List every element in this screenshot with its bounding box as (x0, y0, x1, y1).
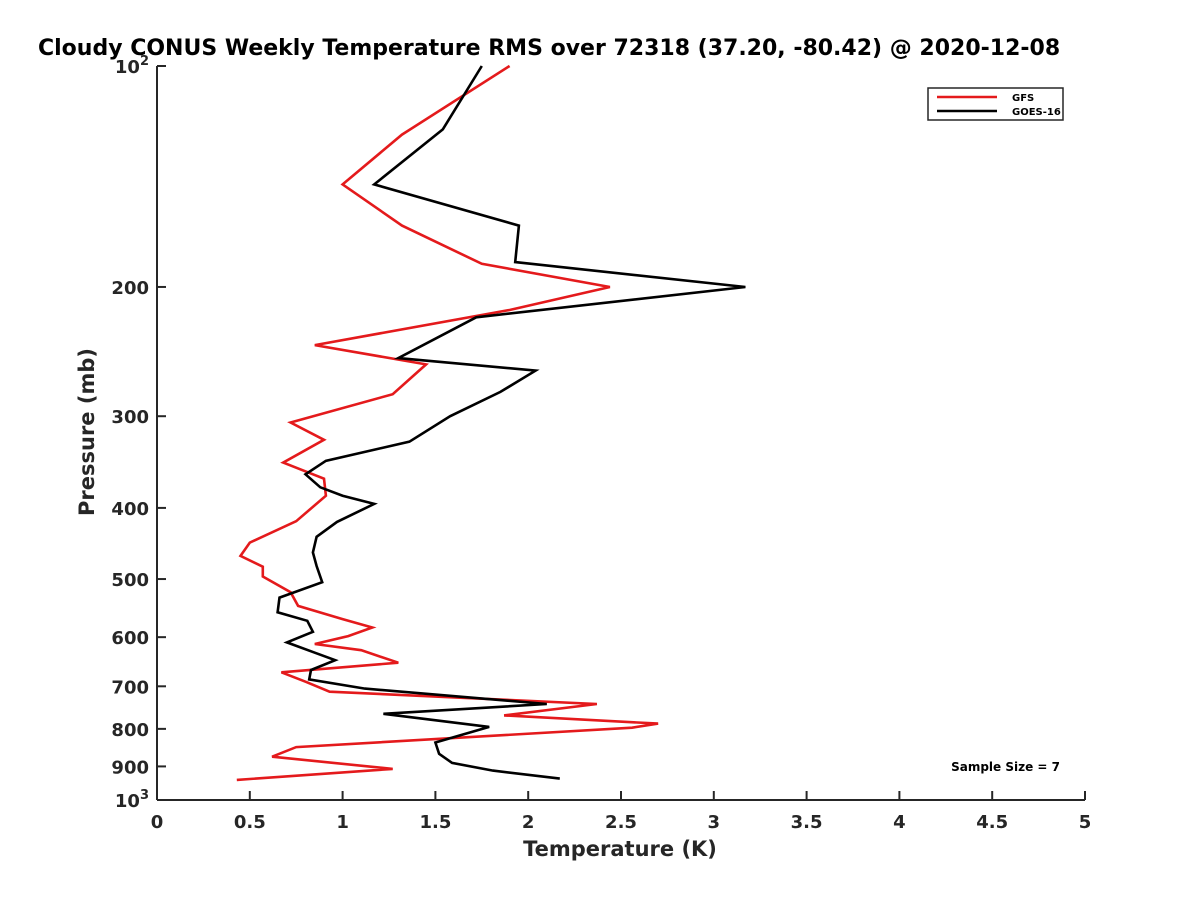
y-axis-title: Pressure (mb) (75, 348, 99, 516)
legend-label: GFS (1012, 93, 1034, 104)
series-layer (236, 64, 746, 782)
y-tick-label: 600 (111, 628, 149, 649)
y-tick-label: 300 (111, 407, 149, 428)
x-tick-label: 4.5 (976, 812, 1008, 833)
sample-size-annotation: Sample Size = 7 (951, 760, 1060, 774)
series-line-goes-16 (276, 65, 746, 780)
x-tick-label: 0.5 (234, 812, 266, 833)
chart-title: Cloudy CONUS Weekly Temperature RMS over… (38, 36, 1060, 61)
x-tick-label: 3 (708, 812, 721, 833)
x-tick-label: 4 (893, 812, 906, 833)
x-tick-label: 5 (1079, 812, 1092, 833)
y-tick-label: 900 (111, 757, 149, 778)
x-axis-title: Temperature (K) (523, 837, 717, 861)
axes: 0 0.5 1 1.5 2 2.5 3 3.5 4 4.5 5 102 200 300 400 500 600 7… (111, 54, 1091, 833)
y-tick-label: 400 (111, 499, 149, 520)
x-tick-label: 1 (336, 812, 349, 833)
y-tick-label: 102 (115, 54, 149, 78)
x-tick-label: 0 (151, 812, 164, 833)
x-tick-label: 2 (522, 812, 535, 833)
y-tick-label: 200 (111, 278, 149, 299)
x-tick-label: 2.5 (605, 812, 637, 833)
series-line-gfs (236, 64, 659, 782)
y-tick-label: 500 (111, 570, 149, 591)
y-tick-label: 700 (111, 677, 149, 698)
x-tick-label: 1.5 (419, 812, 451, 833)
legend-box (927, 87, 1064, 121)
legend: GFS GOES-16 (927, 87, 1064, 121)
y-tick-label: 103 (115, 788, 149, 812)
x-tick-label: 3.5 (791, 812, 823, 833)
y-tick-label: 800 (111, 720, 149, 741)
legend-label: GOES-16 (1012, 107, 1061, 118)
